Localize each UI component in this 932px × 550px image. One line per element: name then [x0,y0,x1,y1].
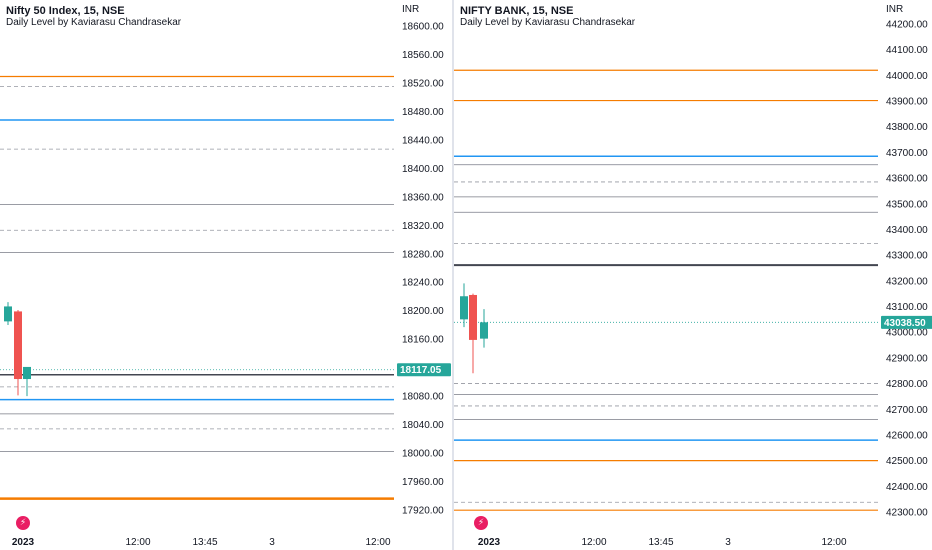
y-tick-label: 18000.00 [402,449,444,460]
pane-divider[interactable] [452,0,454,550]
y-tick-label: 42900.00 [886,353,928,364]
y-tick-label: 43700.00 [886,148,928,159]
y-tick-label: 42400.00 [886,482,928,493]
y-tick-label: 18200.00 [402,306,444,317]
x-tick-label: 2023 [478,537,501,548]
indicator-label[interactable]: Daily Level by Kaviarasu Chandrasekar [6,17,182,28]
x-tick-label: 12:00 [821,537,846,548]
candle-body [469,294,477,340]
x-tick-label: 12:00 [365,537,390,548]
chart-pane-nifty50[interactable]: INR 18600.00 18560.00 18520.00 18480.00 18440… [0,0,452,550]
chart-title: NIFTY BANK, 15, NSE [460,5,574,17]
y-tick-label: 18320.00 [402,221,444,232]
x-tick-label: 3 [269,537,275,548]
y-tick-label: 44000.00 [886,71,928,82]
y-tick-label: 18560.00 [402,50,444,61]
candle-body [23,366,31,380]
x-tick-label: 12:00 [581,537,606,548]
candle-body [460,296,468,320]
currency-label: INR [886,4,903,15]
y-tick-label: 44200.00 [886,20,928,31]
y-tick-label: 18240.00 [402,278,444,289]
y-tick-label: 42600.00 [886,430,928,441]
y-tick-label: 43500.00 [886,199,928,210]
y-tick-label: 43900.00 [886,97,928,108]
y-tick-label: 18440.00 [402,135,444,146]
y-tick-label: 42800.00 [886,379,928,390]
y-tick-label: 43300.00 [886,251,928,262]
chart-pane-niftybank[interactable]: INR 44200.00 44100.00 44000.00 43900.00 43800… [454,0,932,550]
y-tick-label: 44100.00 [886,45,928,56]
y-tick-label: 42500.00 [886,456,928,467]
currency-label: INR [402,4,419,15]
y-tick-label: 18040.00 [402,420,444,431]
y-tick-label: 42700.00 [886,405,928,416]
y-tick-label: 18400.00 [402,164,444,175]
y-tick-label: 43200.00 [886,276,928,287]
y-tick-label: 18480.00 [402,107,444,118]
y-tick-label: 18600.00 [402,22,444,33]
y-tick-label: 42300.00 [886,508,928,519]
chart-title: Nifty 50 Index, 15, NSE [6,5,125,17]
indicator-label[interactable]: Daily Level by Kaviarasu Chandrasekar [460,17,636,28]
candle-body [480,322,488,339]
y-tick-label: 18280.00 [402,249,444,260]
y-tick-label: 17920.00 [402,506,444,517]
x-tick-label: 2023 [12,537,35,548]
candle-body [14,311,22,380]
current-price-tag [881,315,932,329]
chart-canvas-nifty50[interactable]: INR 18600.00 18560.00 18520.00 18480.00 18440… [0,0,452,550]
current-price-tag [397,363,451,377]
y-tick-label: 17960.00 [402,477,444,488]
chart-canvas-niftybank[interactable]: INR 44200.00 44100.00 44000.00 43900.00 43800… [454,0,932,550]
y-tick-label: 43100.00 [886,302,928,313]
x-tick-label: 12:00 [125,537,150,548]
y-tick-label: 43400.00 [886,225,928,236]
y-tick-label: 43800.00 [886,122,928,133]
y-tick-label: 43600.00 [886,174,928,185]
current-price-label: 43038.50 [884,318,926,329]
y-tick-label: 18360.00 [402,192,444,203]
tradingview-logo-icon[interactable]: ⚡ [16,516,30,530]
x-tick-label: 13:45 [648,537,673,548]
current-price-label: 18117.05 [400,365,442,376]
y-tick-label: 18520.00 [402,78,444,89]
y-tick-label: 43000.00 [886,328,928,339]
y-tick-label: 18160.00 [402,335,444,346]
candle-body [4,306,12,322]
x-tick-label: 13:45 [192,537,217,548]
tradingview-logo-icon[interactable]: ⚡ [474,516,488,530]
x-tick-label: 3 [725,537,731,548]
y-tick-label: 18080.00 [402,392,444,403]
